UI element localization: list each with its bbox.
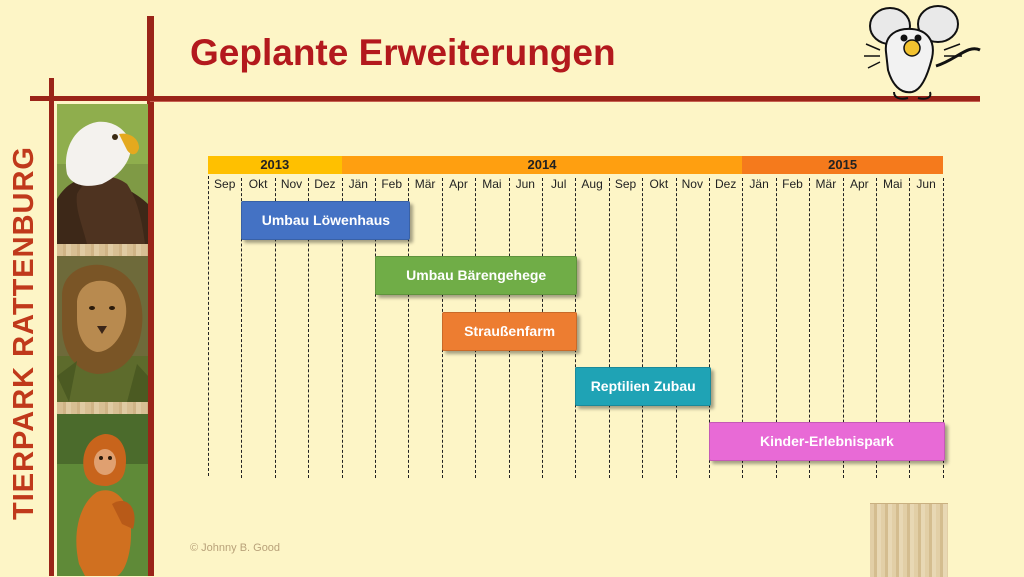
lion-photo: [57, 256, 148, 402]
month-label: Feb: [782, 177, 803, 191]
wood-strip: [57, 244, 148, 256]
month-label: Jun: [515, 177, 535, 191]
task-bar[interactable]: Umbau Löwenhaus: [241, 201, 411, 240]
month-label: Nov: [280, 177, 303, 191]
mouse-mascot: [864, 4, 984, 102]
month-label: Mai: [883, 177, 903, 191]
month-label: Jän: [348, 177, 368, 191]
year-label: 2013: [208, 156, 342, 174]
month-gridline: [675, 178, 677, 478]
month-gridline: [208, 176, 209, 476]
month-label: Nov: [681, 177, 703, 191]
side-title: TIERPARK RATTENBURG: [8, 146, 40, 520]
month-gridline: [942, 178, 944, 478]
month-label: Feb: [381, 177, 403, 191]
month-gridline: [608, 178, 610, 478]
task-bar[interactable]: Kinder-Erlebnispark: [709, 422, 945, 462]
month-gridline: [308, 178, 310, 478]
month-gridline: [809, 178, 811, 478]
month-gridline: [909, 178, 911, 478]
eagle-photo: [57, 104, 148, 244]
month-gridline: [341, 178, 343, 478]
month-gridline: [842, 178, 844, 478]
month-label: Mär: [815, 177, 837, 191]
month-label: Dez: [314, 177, 336, 191]
task-bar[interactable]: Reptilien Zubau: [575, 366, 711, 406]
month-label: Mär: [414, 177, 436, 191]
task-bar[interactable]: Straußenfarm: [441, 311, 578, 351]
month-label: Sep: [614, 177, 637, 191]
month-label: Jul: [551, 177, 567, 191]
year-label: 2015: [742, 156, 943, 174]
month-label: Aug: [581, 177, 603, 191]
month-label: Jun: [916, 177, 936, 191]
month-label: Okt: [649, 177, 669, 191]
month-gridline: [375, 178, 376, 478]
task-bar[interactable]: Umbau Bärengehege: [375, 256, 578, 296]
month-gridline: [742, 178, 744, 478]
month-gridline: [709, 178, 710, 478]
frame-vertical-bar-left: [49, 78, 54, 576]
month-label: Mai: [482, 177, 502, 191]
month-gridline: [775, 178, 777, 478]
frame-vertical-bar: [147, 16, 154, 576]
monkey-photo: [57, 414, 148, 576]
month-gridline: [241, 178, 243, 478]
month-label: Jän: [749, 177, 769, 191]
month-gridline: [274, 178, 276, 478]
papyrus-decoration: [870, 503, 948, 577]
frame-horizontal-line: [150, 101, 980, 102]
month-label: Dez: [715, 177, 737, 191]
month-label: Okt: [248, 177, 268, 191]
page-title: Geplante Erweiterungen: [190, 32, 616, 73]
copyright-text: © Johnny B. Good: [190, 542, 281, 554]
wood-strip: [57, 402, 148, 414]
month-gridline: [408, 178, 410, 478]
month-gridline: [876, 178, 877, 478]
month-label: Apr: [449, 177, 468, 191]
month-label: Sep: [214, 177, 236, 191]
year-label: 2014: [341, 156, 743, 174]
month-label: Apr: [849, 177, 869, 191]
frame-horizontal-bar: [30, 96, 980, 101]
month-gridline: [642, 178, 644, 478]
